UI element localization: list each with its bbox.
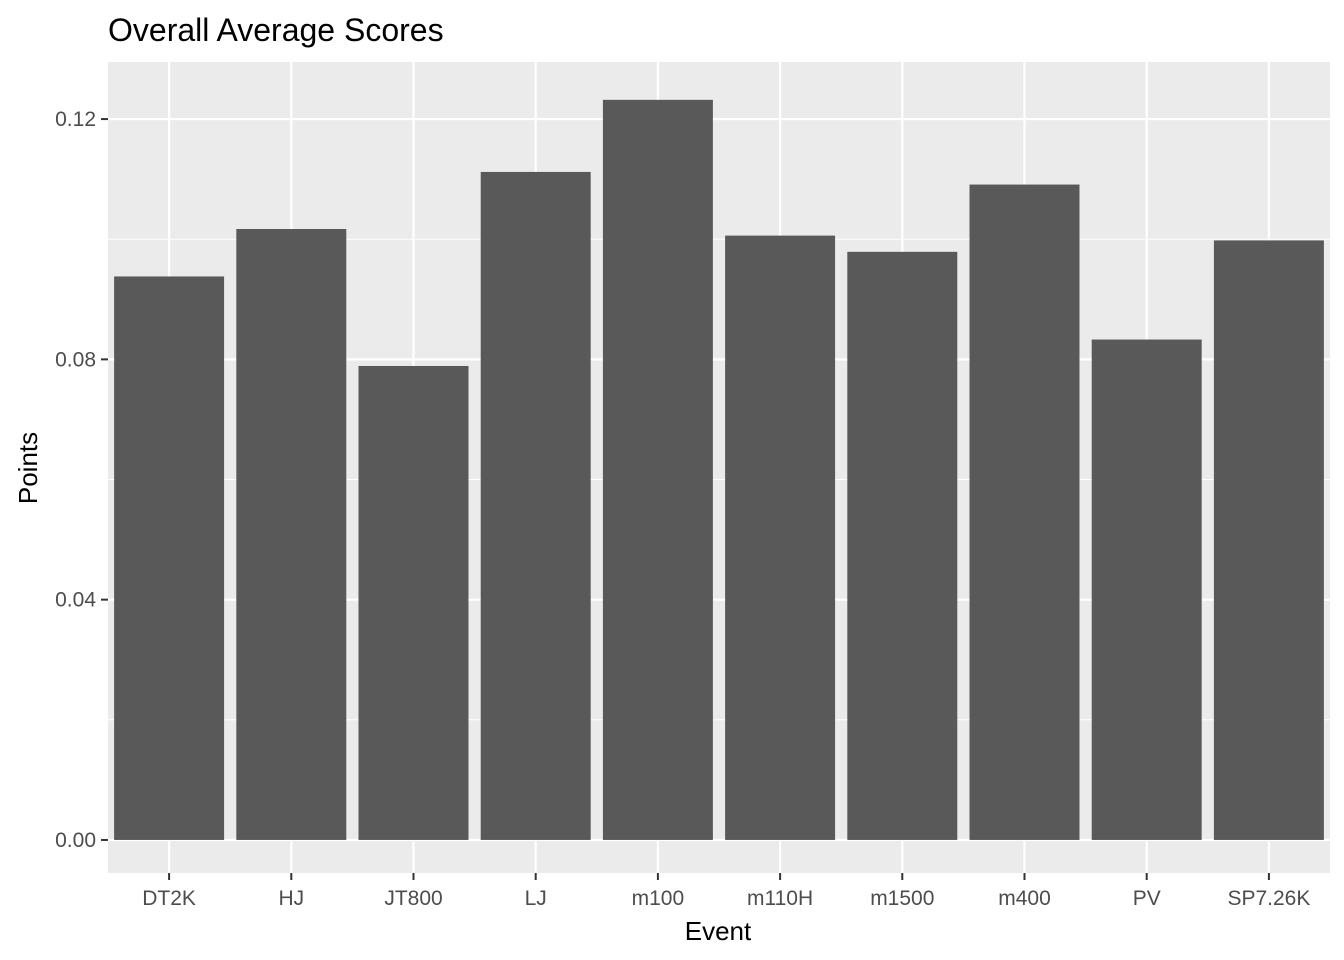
bar-pv (1091, 339, 1202, 840)
bar-m1500 (847, 251, 958, 840)
y-tick-label: 0.04 (55, 589, 96, 612)
y-axis-title: Points (13, 432, 43, 504)
x-tick-label: m110H (747, 887, 813, 910)
bar-m400 (969, 184, 1080, 840)
x-tick-label: m1500 (870, 887, 934, 910)
y-tick-label: 0.08 (55, 348, 96, 371)
x-tick-label: LJ (525, 887, 547, 910)
y-tick-label: 0.12 (55, 108, 96, 131)
x-tick-label: SP7.26K (1227, 887, 1310, 910)
bar-hj (236, 229, 347, 840)
x-tick-label: DT2K (142, 887, 196, 910)
x-tick-label: HJ (278, 887, 304, 910)
bar-jt800 (358, 365, 469, 840)
x-tick-label: JT800 (384, 887, 442, 910)
bar-m100 (602, 99, 713, 840)
x-axis-title: Event (685, 916, 752, 946)
bar-lj (480, 171, 591, 840)
plot-panel: 0.00 0.04 0.08 0.12 DT2K HJ JT800 LJ m100 m110H m1… (55, 62, 1330, 910)
bar-dt2k (114, 276, 225, 840)
bar-m110h (725, 235, 836, 840)
y-tick-label: 0.00 (55, 829, 96, 852)
x-tick-label: m400 (998, 887, 1051, 910)
bar-sp7-26k (1213, 240, 1324, 840)
chart-title: Overall Average Scores (108, 12, 444, 48)
x-tick-label: m100 (632, 887, 685, 910)
x-tick-label: PV (1133, 887, 1161, 910)
